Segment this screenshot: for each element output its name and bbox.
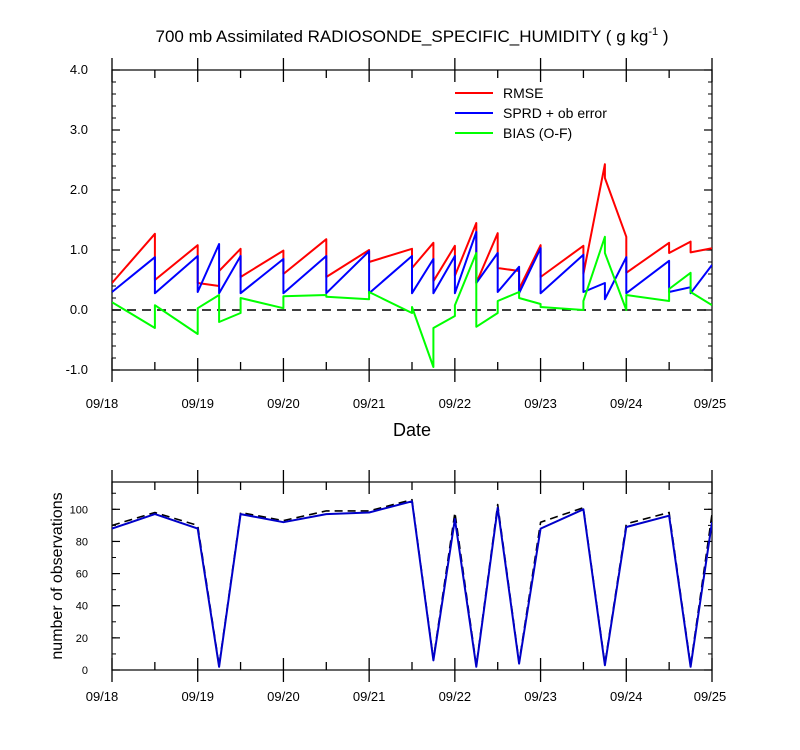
x-tick-label: 09/21 — [353, 396, 386, 411]
bottom-axis-ticks — [111, 470, 713, 682]
x-tick-label: 09/20 — [267, 689, 300, 704]
legend: RMSE SPRD + ob error BIAS (O-F) — [455, 85, 607, 141]
top-x-tick-labels: 09/18 09/19 09/20 09/21 09/22 09/23 09/24 09/25 — [86, 396, 727, 411]
y-tick-label: 40 — [76, 601, 88, 613]
chart-title: 700 mb Assimilated RADIOSONDE_SPECIFIC_H… — [156, 26, 669, 46]
y-tick-label: 1.0 — [70, 242, 88, 257]
x-tick-label: 09/21 — [353, 689, 386, 704]
x-tick-label: 09/18 — [86, 396, 119, 411]
x-tick-label: 09/22 — [439, 396, 472, 411]
bottom-series-lines — [112, 498, 712, 668]
top-y-tick-labels: -1.0 0.0 1.0 2.0 3.0 4.0 — [66, 62, 88, 377]
y-tick-label: 3.0 — [70, 122, 88, 137]
bottom-plot-frame — [111, 481, 713, 671]
series-line-observations-dashed — [112, 498, 712, 667]
x-tick-label: 09/18 — [86, 689, 119, 704]
top-plot-frame — [111, 69, 713, 371]
bottom-y-tick-labels: 0 20 40 60 80 100 — [70, 504, 88, 677]
y-tick-label: -1.0 — [66, 362, 88, 377]
x-tick-label: 09/25 — [694, 396, 727, 411]
top-panel: -1.0 0.0 1.0 2.0 3.0 4.0 09/18 09/19 09/20 09/21… — [66, 58, 727, 440]
x-tick-label: 09/25 — [694, 689, 727, 704]
top-series-lines — [112, 163, 712, 368]
y-tick-label: 80 — [76, 536, 88, 548]
x-axis-title: Date — [393, 420, 431, 440]
x-tick-label: 09/24 — [610, 396, 643, 411]
x-tick-label: 09/22 — [439, 689, 472, 704]
bottom-x-tick-labels: 09/18 09/19 09/20 09/21 09/22 09/23 09/24 09/25 — [86, 689, 727, 704]
y-axis-title-observations: number of observations — [49, 492, 66, 659]
y-tick-label: 100 — [70, 504, 88, 516]
x-tick-label: 09/24 — [610, 689, 643, 704]
y-tick-label: 0.0 — [70, 302, 88, 317]
x-tick-label: 09/23 — [524, 689, 557, 704]
x-tick-label: 09/23 — [524, 396, 557, 411]
y-tick-label: 20 — [76, 633, 88, 645]
y-tick-label: 2.0 — [70, 182, 88, 197]
series-line-observations — [112, 500, 712, 668]
y-tick-label: 60 — [76, 569, 88, 581]
y-tick-label: 4.0 — [70, 62, 88, 77]
series-line-bias-o-f — [112, 235, 712, 368]
x-tick-label: 09/19 — [181, 689, 214, 704]
legend-label-sprd: SPRD + ob error — [503, 105, 607, 121]
x-tick-label: 09/19 — [181, 396, 214, 411]
legend-label-bias: BIAS (O-F) — [503, 125, 572, 141]
top-axis-ticks — [111, 58, 713, 382]
legend-label-rmse: RMSE — [503, 85, 543, 101]
x-tick-label: 09/20 — [267, 396, 300, 411]
series-line-sprd-ob-error — [112, 231, 712, 301]
y-tick-label: 0 — [82, 665, 88, 677]
